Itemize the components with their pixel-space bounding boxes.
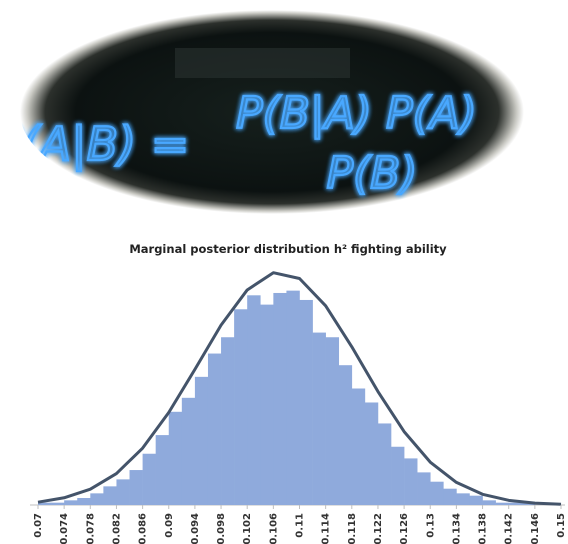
x-tick-label: 0.074 (59, 513, 70, 544)
formula-lhs: P(A|B) = (0, 117, 189, 172)
x-tick-label: 0.138 (478, 513, 489, 544)
histogram-bar (77, 498, 91, 505)
histogram-bar (469, 495, 483, 505)
histogram-bar (221, 337, 235, 505)
photo: P(A|B) = P(B|A) P(A) P(B) (0, 10, 524, 214)
histogram-bar (181, 397, 196, 505)
histogram-bar (129, 470, 143, 505)
x-tick-label: 0.142 (504, 513, 515, 544)
histogram-bar (430, 481, 444, 505)
formula-numerator: P(B|A) P(A) (236, 88, 477, 139)
histogram-bar (247, 295, 261, 505)
histogram-bar (404, 458, 418, 505)
histogram-bar (286, 290, 300, 505)
photo-background (20, 10, 524, 214)
histogram-bar (338, 365, 353, 505)
formula-denominator: P(B) (326, 148, 417, 199)
histogram-bar (207, 353, 222, 505)
x-tick-label: 0.15 (556, 513, 567, 538)
histogram-bar (325, 337, 340, 505)
x-tick-label: 0.07 (33, 513, 44, 538)
histogram-bar (234, 309, 248, 505)
histogram-bar (495, 502, 509, 505)
x-tick-label: 0.146 (530, 513, 541, 544)
x-tick-label: 0.098 (216, 513, 227, 544)
histogram-bar (508, 502, 523, 505)
histogram-bar (417, 472, 431, 505)
histogram-bar (482, 500, 496, 505)
histogram-bar (391, 446, 405, 505)
histogram-bar (194, 376, 209, 505)
histogram-bar (443, 488, 457, 505)
histogram-bar (312, 332, 326, 505)
x-tick-label: 0.13 (425, 513, 436, 538)
histogram-bar (273, 292, 287, 505)
histogram-bar (351, 388, 366, 505)
histogram-bar (38, 502, 52, 505)
density-curve (37, 271, 562, 506)
photo-fixture (175, 48, 350, 78)
x-tick-label: 0.078 (85, 513, 96, 544)
histogram-bar (364, 402, 379, 505)
x-tick-label: 0.094 (190, 513, 201, 544)
x-tick-label: 0.122 (373, 513, 384, 544)
histogram-bar (168, 411, 183, 505)
x-tick-label: 0.086 (138, 513, 149, 544)
x-tick-label: 0.11 (295, 513, 306, 538)
x-tick-label: 0.118 (347, 513, 358, 544)
x-tick-label: 0.102 (242, 513, 253, 544)
histogram-bar (51, 502, 65, 505)
histogram-bar (260, 304, 274, 505)
x-tick-label: 0.106 (268, 513, 279, 544)
x-tick-label: 0.082 (111, 513, 122, 544)
histogram-bar (155, 435, 170, 505)
histogram-bar (299, 299, 313, 505)
histogram-bar (456, 493, 470, 505)
histogram-bar (377, 423, 392, 505)
plot-area: 0.07 0.074 0.078 0.082 0.086 0.09 0.094 0.098 0.… (30, 271, 567, 544)
x-tick-label: 0.134 (451, 513, 462, 544)
x-tick-label: 0.09 (164, 513, 175, 538)
histogram-bar (64, 500, 78, 505)
histogram-bar (103, 486, 117, 505)
chart-title: Marginal posterior distribution h² fight… (129, 242, 447, 256)
histogram-bar (142, 453, 156, 505)
histogram-bar (116, 479, 130, 505)
histogram-bar (90, 493, 104, 505)
x-tick-label: 0.126 (399, 513, 410, 544)
x-tick-label: 0.114 (321, 513, 332, 544)
